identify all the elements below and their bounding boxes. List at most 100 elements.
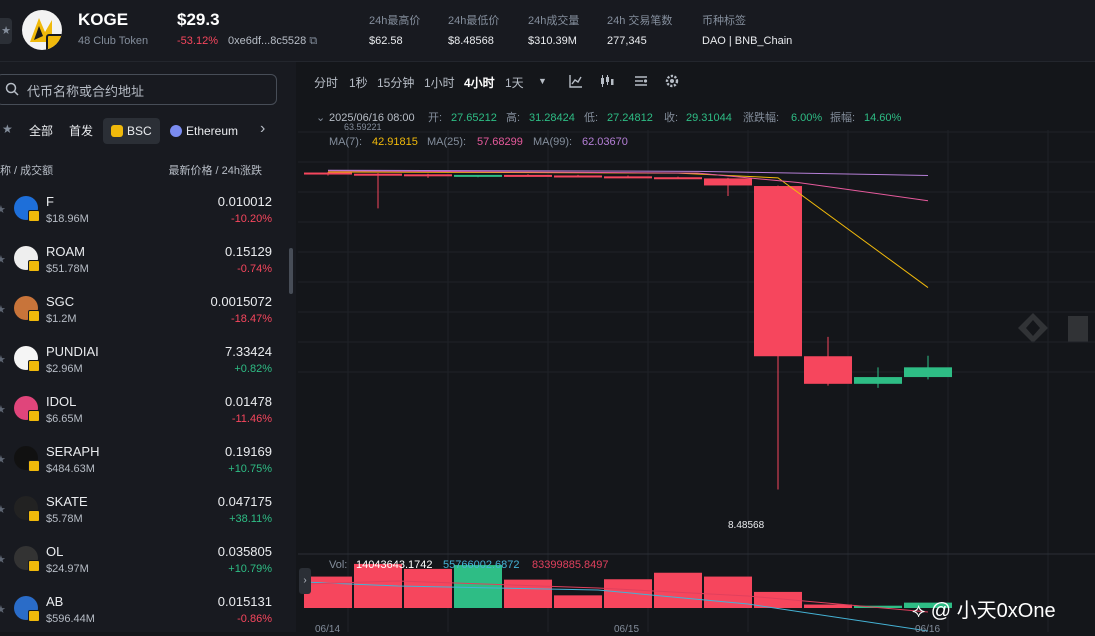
favorite-star-icon[interactable]: ★	[0, 404, 6, 416]
more-intervals-dropdown-icon[interactable]: ▼	[538, 76, 547, 86]
copy-icon[interactable]: ⧉	[309, 35, 318, 47]
favorites-star-icon[interactable]: ★	[2, 122, 13, 136]
filter-featured[interactable]: 首发	[69, 124, 94, 138]
favorite-star-icon[interactable]: ★	[0, 204, 6, 216]
token-price: 0.047175	[217, 494, 272, 509]
token-list-panel: ★ 全部 首发 BSC Ethereum › 称 / 成交额 最新价格 / 24…	[0, 62, 296, 632]
chevron-right-icon[interactable]: ›	[260, 120, 266, 137]
ethereum-icon	[170, 125, 182, 137]
indicator-icon[interactable]	[569, 74, 583, 88]
ohlc-change: 6.00%	[791, 112, 822, 124]
token-row[interactable]: ★ SKATE $5.78M 0.047175 +38.11%	[0, 486, 290, 536]
chain-eth-tab[interactable]: Ethereum	[170, 118, 238, 144]
filter-all[interactable]: 全部	[29, 124, 54, 138]
volume-bar	[504, 579, 552, 608]
interval-tab[interactable]: 分时	[314, 76, 339, 90]
interval-tab-active[interactable]: 4小时	[464, 76, 495, 90]
candles	[304, 172, 952, 490]
collapse-legend-icon[interactable]: ⌄	[316, 112, 325, 124]
candle-body	[304, 172, 352, 175]
bsc-chain-icon	[28, 360, 40, 372]
volume-bar	[904, 602, 952, 608]
candle-body	[904, 367, 952, 378]
token-row[interactable]: ★ OL $24.97M 0.035805 +10.79%	[0, 536, 290, 586]
volume-bar	[704, 576, 752, 608]
token-change: -0.74%	[237, 263, 272, 275]
favorite-star-icon[interactable]: ★	[0, 504, 6, 516]
favorite-star-icon[interactable]: ★	[0, 18, 12, 44]
token-logo	[22, 10, 62, 50]
chain-bsc-tab[interactable]: BSC	[103, 118, 160, 144]
favorite-star-icon[interactable]: ★	[0, 454, 6, 466]
candle-type-icon[interactable]	[600, 74, 614, 88]
token-row[interactable]: ★ PUNDIAI $2.96M 7.33424 +0.82%	[0, 336, 290, 386]
interval-tab[interactable]: 1天	[505, 76, 524, 90]
token-price: 0.0015072	[210, 294, 272, 309]
token-change: +38.11%	[229, 513, 272, 525]
ohlc-close: 29.31044	[686, 112, 732, 124]
token-volume: $1.2M	[46, 313, 77, 325]
bsc-chain-icon	[28, 560, 40, 572]
search-input[interactable]	[25, 80, 269, 102]
token-symbol: SGC	[46, 294, 75, 309]
candle-body	[604, 176, 652, 179]
scrollbar[interactable]	[289, 248, 293, 294]
token-row[interactable]: ★ ROAM $51.78M 0.15129 -0.74%	[0, 236, 290, 286]
volume-ma2: 83399885.8497	[532, 559, 608, 571]
stat-value[interactable]: DAO | BNB_Chain	[702, 35, 793, 47]
col-price-change[interactable]: 最新价格 / 24h涨跌	[168, 165, 262, 177]
token-change: +10.75%	[228, 463, 272, 475]
ohlc-change-label: 涨跌幅:	[743, 110, 779, 124]
token-row[interactable]: ★ F $18.96M 0.010012 -10.20%	[0, 186, 290, 236]
token-symbol: IDOL	[46, 394, 77, 409]
ma25-line	[327, 170, 929, 202]
stat-label: 24h成交量	[528, 15, 580, 27]
favorite-star-icon[interactable]: ★	[0, 254, 6, 266]
contract-address[interactable]: 0xe6df...8c5528 ⧉	[228, 35, 317, 48]
chain-eth-label: Ethereum	[186, 124, 239, 138]
token-volume: $18.96M	[46, 213, 89, 225]
token-row[interactable]: ★ SERAPH $484.63M 0.19169 +10.75%	[0, 436, 290, 486]
volume-bar	[454, 565, 502, 608]
search-box[interactable]	[0, 74, 277, 105]
stat-label: 币种标签	[702, 15, 746, 27]
token-name: 48 Club Token	[78, 35, 149, 47]
token-row[interactable]: ★ AB $596.44M 0.015131 -0.86%	[0, 586, 290, 636]
interval-tab[interactable]: 15分钟	[377, 76, 415, 90]
expand-panel-handle-icon[interactable]: ›	[299, 568, 311, 594]
volume-bar	[754, 591, 802, 608]
token-symbol: OL	[46, 544, 64, 559]
settings-gear-icon[interactable]	[665, 74, 679, 88]
moving-average-lines	[303, 169, 929, 632]
price-chart[interactable]: ⌄ 2025/06/16 08:00 开: 27.65212 高: 31.284…	[298, 100, 1095, 632]
layout-icon[interactable]	[634, 74, 648, 88]
ohlc-time: 2025/06/16 08:00	[329, 112, 415, 124]
token-price: 0.01478	[225, 394, 272, 409]
token-row[interactable]: ★ SGC $1.2M 0.0015072 -18.47%	[0, 286, 290, 336]
favorite-star-icon[interactable]: ★	[0, 304, 6, 316]
token-symbol: KOGE	[78, 10, 129, 29]
ma99-value: 62.03670	[582, 136, 628, 148]
x-tick-label: 06/14	[315, 624, 340, 632]
token-volume: $596.44M	[46, 613, 95, 625]
col-name-volume[interactable]: 称 / 成交额	[0, 165, 54, 177]
volume-value: 14043643.1742	[356, 559, 432, 571]
ma7-line	[327, 171, 929, 288]
interval-tab[interactable]: 1秒	[349, 76, 368, 90]
token-change: -53.12%	[177, 35, 218, 47]
candle-body	[404, 174, 452, 177]
chart-toolbar: 分时 1秒 15分钟 1小时 4小时 1天 ▼	[298, 62, 1095, 100]
ma99-line	[327, 169, 929, 176]
token-row[interactable]: ★ IDOL $6.65M 0.01478 -11.46%	[0, 386, 290, 436]
filter-bar: ★ 全部 首发 BSC Ethereum ›	[0, 118, 296, 144]
chart-panel: 分时 1秒 15分钟 1小时 4小时 1天 ▼ ⌄ 2025/06/16 08:…	[298, 62, 1095, 632]
favorite-star-icon[interactable]: ★	[0, 354, 6, 366]
ohlc-low: 27.24812	[607, 112, 653, 124]
column-header: 称 / 成交额 最新价格 / 24h涨跌	[0, 162, 296, 178]
favorite-star-icon[interactable]: ★	[0, 554, 6, 566]
token-price: 7.33424	[225, 344, 272, 359]
interval-tab[interactable]: 1小时	[424, 76, 455, 90]
volume-bar	[654, 572, 702, 608]
favorite-star-icon[interactable]: ★	[0, 604, 6, 616]
search-icon	[5, 82, 19, 96]
